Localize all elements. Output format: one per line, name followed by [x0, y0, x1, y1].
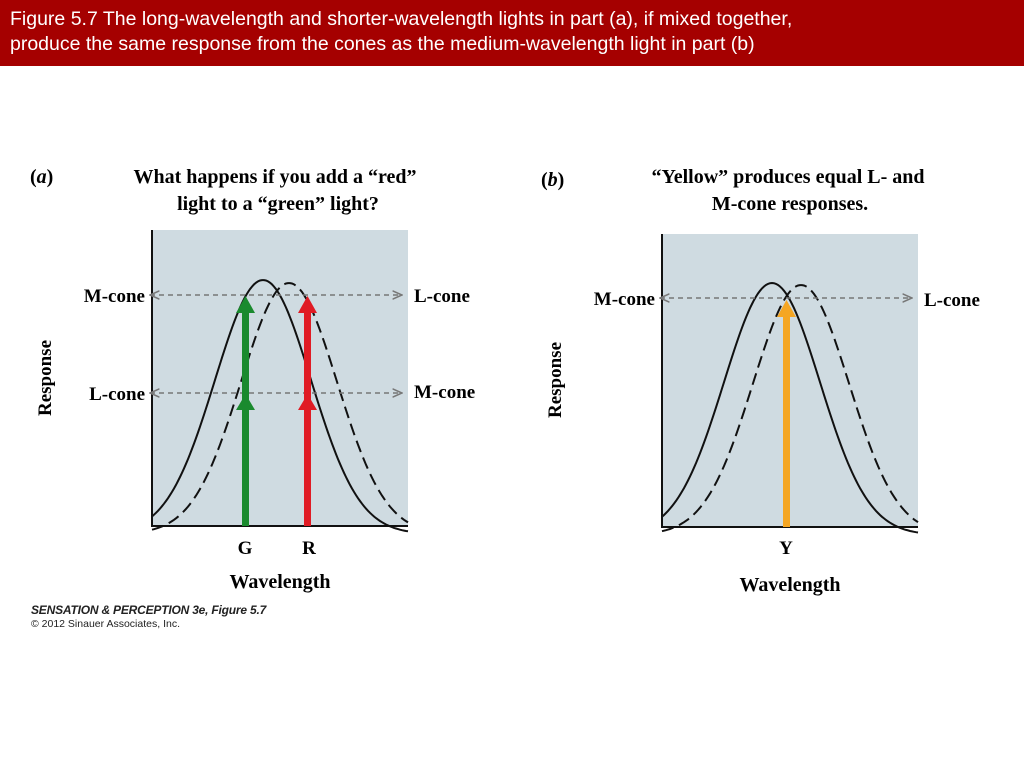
credit-title: SENSATION & PERCEPTION 3e, Figure 5.7 — [31, 603, 267, 617]
panel-b-tag: (b) — [541, 169, 564, 191]
panel-a-title-line2: light to a “green” light? — [177, 193, 379, 215]
panel-b-label-left: M-cone — [594, 289, 655, 310]
yellow-light-arrow — [777, 300, 796, 527]
panel-a: (a) What happens if you add a “red” ligh… — [30, 166, 475, 593]
credit-copyright: © 2012 Sinauer Associates, Inc. — [31, 618, 180, 630]
panel-a-l-cone-curve — [151, 282, 409, 531]
panel-a-label-upper-left: M-cone — [84, 286, 145, 307]
panel-a-x-axis-label: Wavelength — [229, 571, 330, 593]
panel-a-y-axis-label: Response — [35, 340, 56, 416]
panel-b-title-line2: M-cone responses. — [712, 193, 868, 215]
panel-a-label-upper-right: L-cone — [414, 286, 470, 307]
tick-r: R — [302, 538, 316, 559]
panel-b-x-axis-label: Wavelength — [739, 574, 840, 596]
panel-a-label-lower-right: M-cone — [414, 382, 475, 403]
panel-b-title-line1: “Yellow” produces equal L- and — [651, 166, 924, 188]
figure-credit: SENSATION & PERCEPTION 3e, Figure 5.7 © … — [31, 603, 266, 630]
panel-b-label-right: L-cone — [924, 290, 980, 311]
panel-a-plot-area — [152, 230, 408, 526]
panel-b-y-axis-label: Response — [545, 342, 566, 418]
red-light-arrow — [298, 296, 317, 526]
figure-caption: Figure 5.7 The long-wavelength and short… — [0, 0, 1024, 66]
panel-a-label-lower-left: L-cone — [89, 384, 145, 405]
tick-y: Y — [779, 538, 793, 559]
tick-g: G — [238, 538, 253, 559]
panel-a-title-line1: What happens if you add a “red” — [133, 166, 416, 188]
panel-a-tag: (a) — [30, 166, 53, 188]
green-light-arrow — [236, 296, 255, 526]
panel-b-l-cone-curve — [661, 284, 919, 533]
panel-b: (b) “Yellow” produces equal L- and M-con… — [541, 166, 980, 596]
